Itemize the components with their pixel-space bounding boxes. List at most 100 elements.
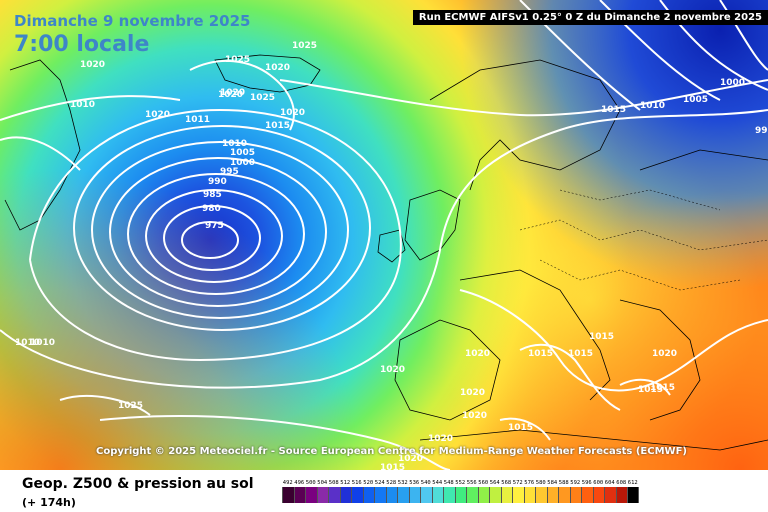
legend-tick-label: 576 (524, 480, 535, 486)
map-parameter-title: Geop. Z500 & pression au sol (22, 476, 254, 492)
legend-color-swatch (431, 487, 443, 503)
legend-tick-label: 600 (593, 480, 604, 486)
legend-tick-label: 532 (397, 480, 408, 486)
isobar-1020-europe (459, 289, 768, 392)
legend-color-swatch (604, 487, 616, 503)
isobar-value-label: 995 (755, 126, 768, 136)
legend-color-swatch (293, 487, 305, 503)
isobar-value-label: 1020 (462, 411, 487, 421)
legend-color-swatch (627, 487, 639, 503)
isobar-value-label: 1015 (638, 385, 663, 395)
legend-tick-label: 540 (420, 480, 431, 486)
isobar-value-label: 1020 (380, 365, 405, 375)
legend-tick-label: 584 (547, 480, 558, 486)
legend-color-swatch (592, 487, 604, 503)
isobar-value-label: 1010 (70, 100, 95, 110)
isobar-value-label: 1025 (225, 55, 250, 65)
isobar-value-label: 1020 (465, 349, 490, 359)
legend-tick-label: 564 (489, 480, 500, 486)
legend-tick-label: 528 (386, 480, 397, 486)
isobar-value-label: 1020 (652, 349, 677, 359)
isobar-995 (109, 157, 327, 307)
isobar-1010 (29, 108, 402, 362)
legend-color-swatch (374, 487, 386, 503)
legend-color-swatch (615, 487, 627, 503)
isobar-1020-sw (99, 415, 451, 470)
isobar-1015 (0, 109, 768, 389)
legend-tick-label: 500 (305, 480, 316, 486)
isobar-value-label: 1015 (601, 105, 626, 115)
legend-color-swatch (316, 487, 328, 503)
isobar-1020-iceland (189, 59, 295, 131)
border-line-1 (519, 219, 768, 251)
borders (519, 189, 768, 291)
legend-tick-label: 516 (351, 480, 362, 486)
legend-color-swatch (558, 487, 570, 503)
isobar-1015-south (499, 417, 551, 441)
isobar-value-label: 1011 (185, 115, 210, 125)
run-info-box: Run ECMWF AIFSv1 0.25° 0 Z du Dimanche 2… (412, 10, 768, 25)
forecast-lead-time: (+ 174h) (22, 496, 76, 509)
legend-tick-label: 524 (374, 480, 385, 486)
isobar-ne-4 (719, 0, 768, 71)
isobar-1025-sw (59, 394, 151, 416)
legend-tick-label: 604 (604, 480, 615, 486)
legend-tick-label: 536 (409, 480, 420, 486)
isobar-980 (163, 205, 261, 271)
isobar-1020-nw (0, 95, 181, 121)
legend-color-swatch (546, 487, 558, 503)
legend-tick-label: 512 (340, 480, 351, 486)
isobar-value-label: 1020 (80, 60, 105, 70)
legend-color-swatch (362, 487, 374, 503)
isobar-value-label: 1000 (230, 158, 255, 168)
isobar-value-label: 1020 (218, 90, 243, 100)
legend-color-swatch (489, 487, 501, 503)
legend-tick-label: 504 (317, 480, 328, 486)
isobar-1015-med (519, 343, 621, 411)
legend-tick-label: 568 (501, 480, 512, 486)
isobar-value-label: 1020 (265, 63, 290, 73)
legend-tick-label: 544 (432, 480, 443, 486)
isobar-1005 (73, 125, 371, 331)
legend-tick-label: 520 (363, 480, 374, 486)
legend-tick-label: 552 (455, 480, 466, 486)
balkans-coast (619, 299, 701, 421)
legend-tick-label: 596 (581, 480, 592, 486)
legend-color-swatch (339, 487, 351, 503)
legend-color-swatch (454, 487, 466, 503)
isobar-value-label: 1010 (640, 101, 665, 111)
legend-color-swatch (477, 487, 489, 503)
legend-tick-label: 560 (478, 480, 489, 486)
legend-color-swatch (581, 487, 593, 503)
isobar-value-label: 1015 (380, 463, 405, 470)
isobar-990 (127, 173, 305, 295)
geopotential-map: 1020 1025 1020 1010 1020 1011 1020 1025 1020 1015… (0, 0, 768, 470)
map-footer: Geop. Z500 & pression au sol (+ 174h) 49… (0, 470, 768, 512)
color-legend: 492 496 500 504 508 512 516 520 524 528 532 536 540 5… (282, 480, 639, 503)
isobar-value-label: 1025 (250, 93, 275, 103)
isobar-value-label: 980 (202, 204, 221, 214)
isobar-value-label: 1010 (30, 338, 55, 348)
legend-color-swatch (397, 487, 409, 503)
isobar-value-label: 1020 (460, 388, 485, 398)
isobar-985 (145, 189, 283, 283)
isobar-value-label: 1015 (589, 332, 614, 342)
isobar-value-label: 1020 (398, 454, 423, 464)
isobars (0, 0, 768, 470)
north-africa-coast (419, 429, 768, 451)
legend-tick-label: 592 (570, 480, 581, 486)
legend-tick-label: 588 (558, 480, 569, 486)
greenland-coast (4, 59, 81, 231)
isobar-value-label: 1015 (568, 349, 593, 359)
legend-color-swatch (443, 487, 455, 503)
copyright-text: Copyright © 2025 Meteociel.fr - Source E… (96, 446, 687, 457)
isobar-value-label: 1015 (528, 349, 553, 359)
isobar-value-label: 1010 (222, 139, 247, 149)
legend-tick-label: 492 (282, 480, 293, 486)
france-italy-coast (459, 269, 611, 401)
border-line-2 (539, 259, 741, 291)
isobar-value-label: 1015 (265, 121, 290, 131)
isobar-1015-balkans (619, 378, 671, 396)
